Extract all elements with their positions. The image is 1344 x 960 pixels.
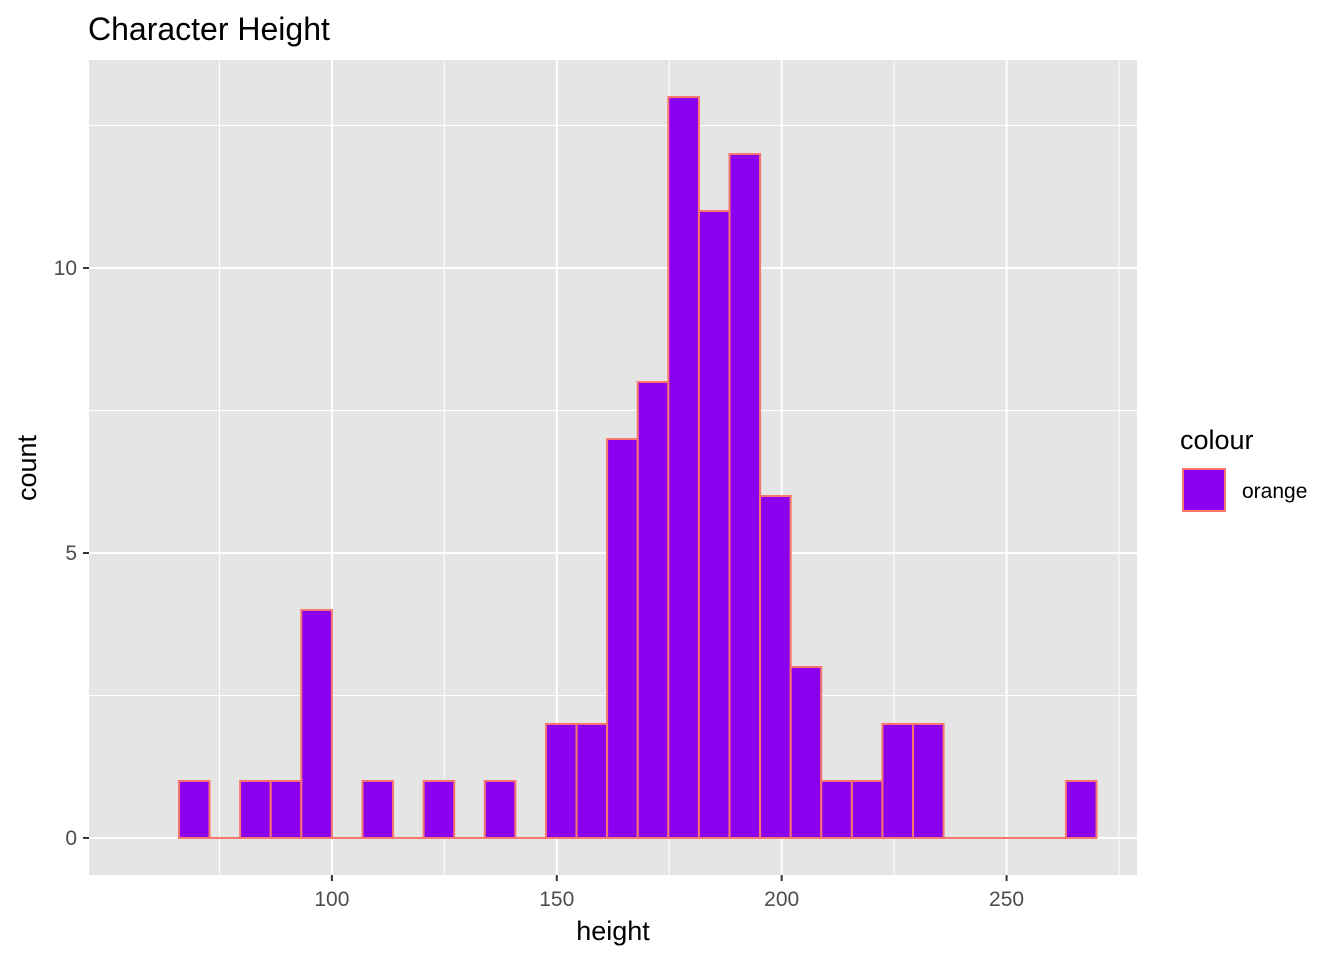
x-axis-title: height [576, 916, 650, 946]
x-tick-label: 200 [764, 888, 799, 911]
histogram-bar [636, 381, 670, 839]
histogram-bar [881, 722, 915, 839]
y-axis-title: count [12, 434, 42, 501]
x-axis: 100 150 200 250 [314, 875, 1024, 911]
x-tick-label: 150 [539, 888, 574, 911]
histogram-bar [300, 608, 333, 839]
histogram-bar [422, 779, 456, 839]
histogram-bar [361, 779, 395, 839]
histogram-bar [606, 438, 639, 839]
histogram-bar [483, 779, 517, 839]
histogram-bar [1064, 779, 1098, 839]
legend: colour orange [1180, 425, 1307, 512]
histogram-bar [269, 779, 303, 839]
x-tick-label: 250 [989, 888, 1024, 911]
legend-title: colour [1180, 425, 1254, 455]
histogram-bars [177, 96, 1098, 839]
y-tick-label: 0 [65, 827, 77, 850]
histogram-bar [575, 722, 609, 839]
histogram-bar [850, 779, 884, 839]
x-tick-label: 100 [314, 888, 349, 911]
chart-title: Character Height [88, 11, 330, 47]
histogram-bar [697, 210, 731, 839]
histogram-bar [544, 722, 578, 839]
histogram-bar [759, 494, 792, 839]
histogram-bar [667, 96, 700, 839]
histogram-bar [239, 779, 272, 839]
histogram-bar [728, 153, 762, 839]
legend-label-orange: orange [1242, 480, 1307, 503]
histogram-bar [820, 779, 853, 839]
y-tick-label: 10 [54, 257, 77, 280]
legend-key-orange [1182, 468, 1226, 512]
y-axis: 0 5 10 [54, 257, 89, 850]
histogram-bar [912, 722, 945, 839]
y-tick-label: 5 [65, 542, 77, 565]
histogram-bar [177, 779, 211, 839]
histogram-bar [789, 665, 823, 839]
